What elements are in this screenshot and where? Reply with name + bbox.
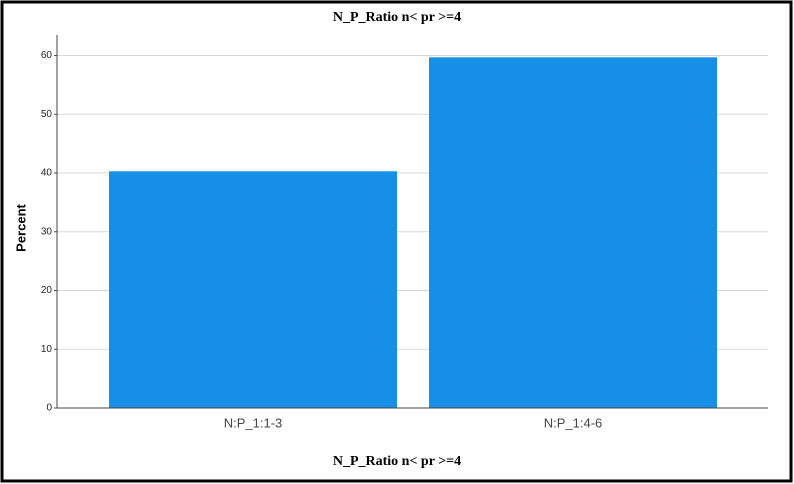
bar <box>429 57 717 408</box>
x-tick-label: N:P_1:1-3 <box>224 415 283 430</box>
y-axis-label: Percent <box>13 203 28 251</box>
bar <box>109 171 397 408</box>
y-tick-label: 10 <box>41 344 53 355</box>
y-tick-label: 40 <box>41 168 53 179</box>
x-axis-label: N_P_Ratio n< pr >=4 <box>333 454 461 469</box>
y-tick-label: 30 <box>41 226 53 237</box>
y-tick-label: 0 <box>46 403 52 414</box>
y-tick-label: 60 <box>41 50 53 61</box>
x-tick-label: N:P_1:4-6 <box>544 415 603 430</box>
y-tick-label: 20 <box>41 285 53 296</box>
y-tick-label: 50 <box>41 109 53 120</box>
chart-title: N_P_Ratio n< pr >=4 <box>333 10 461 25</box>
